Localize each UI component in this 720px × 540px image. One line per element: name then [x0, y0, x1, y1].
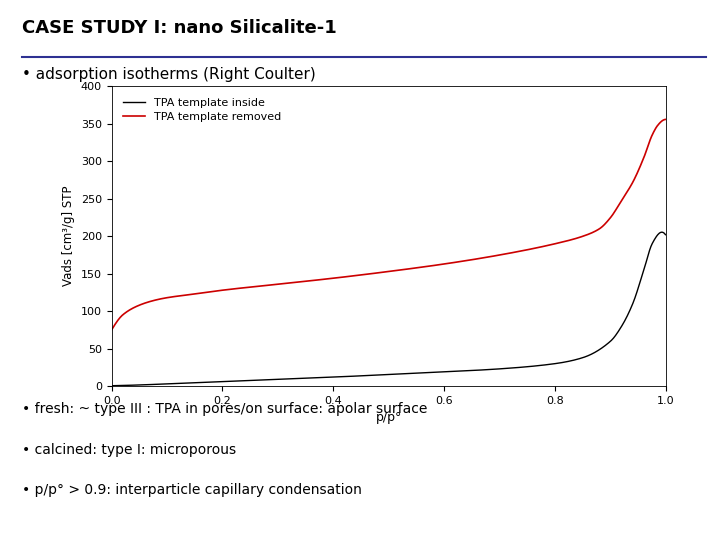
TPA template removed	[661, 116, 670, 123]
TPA template removed	[460, 258, 469, 264]
TPA template inside	[460, 368, 469, 374]
TPA template inside	[661, 232, 670, 238]
Y-axis label: Vads [cm³/g] STP: Vads [cm³/g] STP	[62, 186, 75, 287]
Legend: TPA template inside, TPA template removed: TPA template inside, TPA template remove…	[117, 92, 287, 127]
Text: CASE STUDY I: nano Silicalite-1: CASE STUDY I: nano Silicalite-1	[22, 19, 336, 37]
TPA template inside	[429, 369, 438, 376]
TPA template removed	[444, 260, 452, 267]
TPA template removed	[429, 262, 438, 269]
TPA template inside	[141, 382, 150, 388]
TPA template removed	[141, 300, 150, 306]
TPA template inside	[657, 229, 666, 235]
TPA template removed	[584, 231, 593, 238]
TPA template inside	[584, 352, 593, 359]
Text: • adsorption isotherms (Right Coulter): • adsorption isotherms (Right Coulter)	[22, 68, 315, 83]
Line: TPA template removed: TPA template removed	[112, 119, 665, 330]
TPA template removed	[527, 246, 536, 252]
TPA template inside	[107, 382, 116, 389]
Text: • calcined: type I: microporous: • calcined: type I: microporous	[22, 443, 235, 457]
TPA template inside	[527, 363, 536, 369]
Text: • p/p° > 0.9: interparticle capillary condensation: • p/p° > 0.9: interparticle capillary co…	[22, 483, 361, 497]
Line: TPA template inside: TPA template inside	[112, 232, 665, 386]
TPA template removed	[107, 327, 116, 333]
TPA template inside	[444, 368, 452, 375]
X-axis label: p/p°: p/p°	[376, 411, 402, 424]
Text: • fresh: ~ type III : TPA in pores/on surface: apolar surface: • fresh: ~ type III : TPA in pores/on su…	[22, 402, 427, 416]
